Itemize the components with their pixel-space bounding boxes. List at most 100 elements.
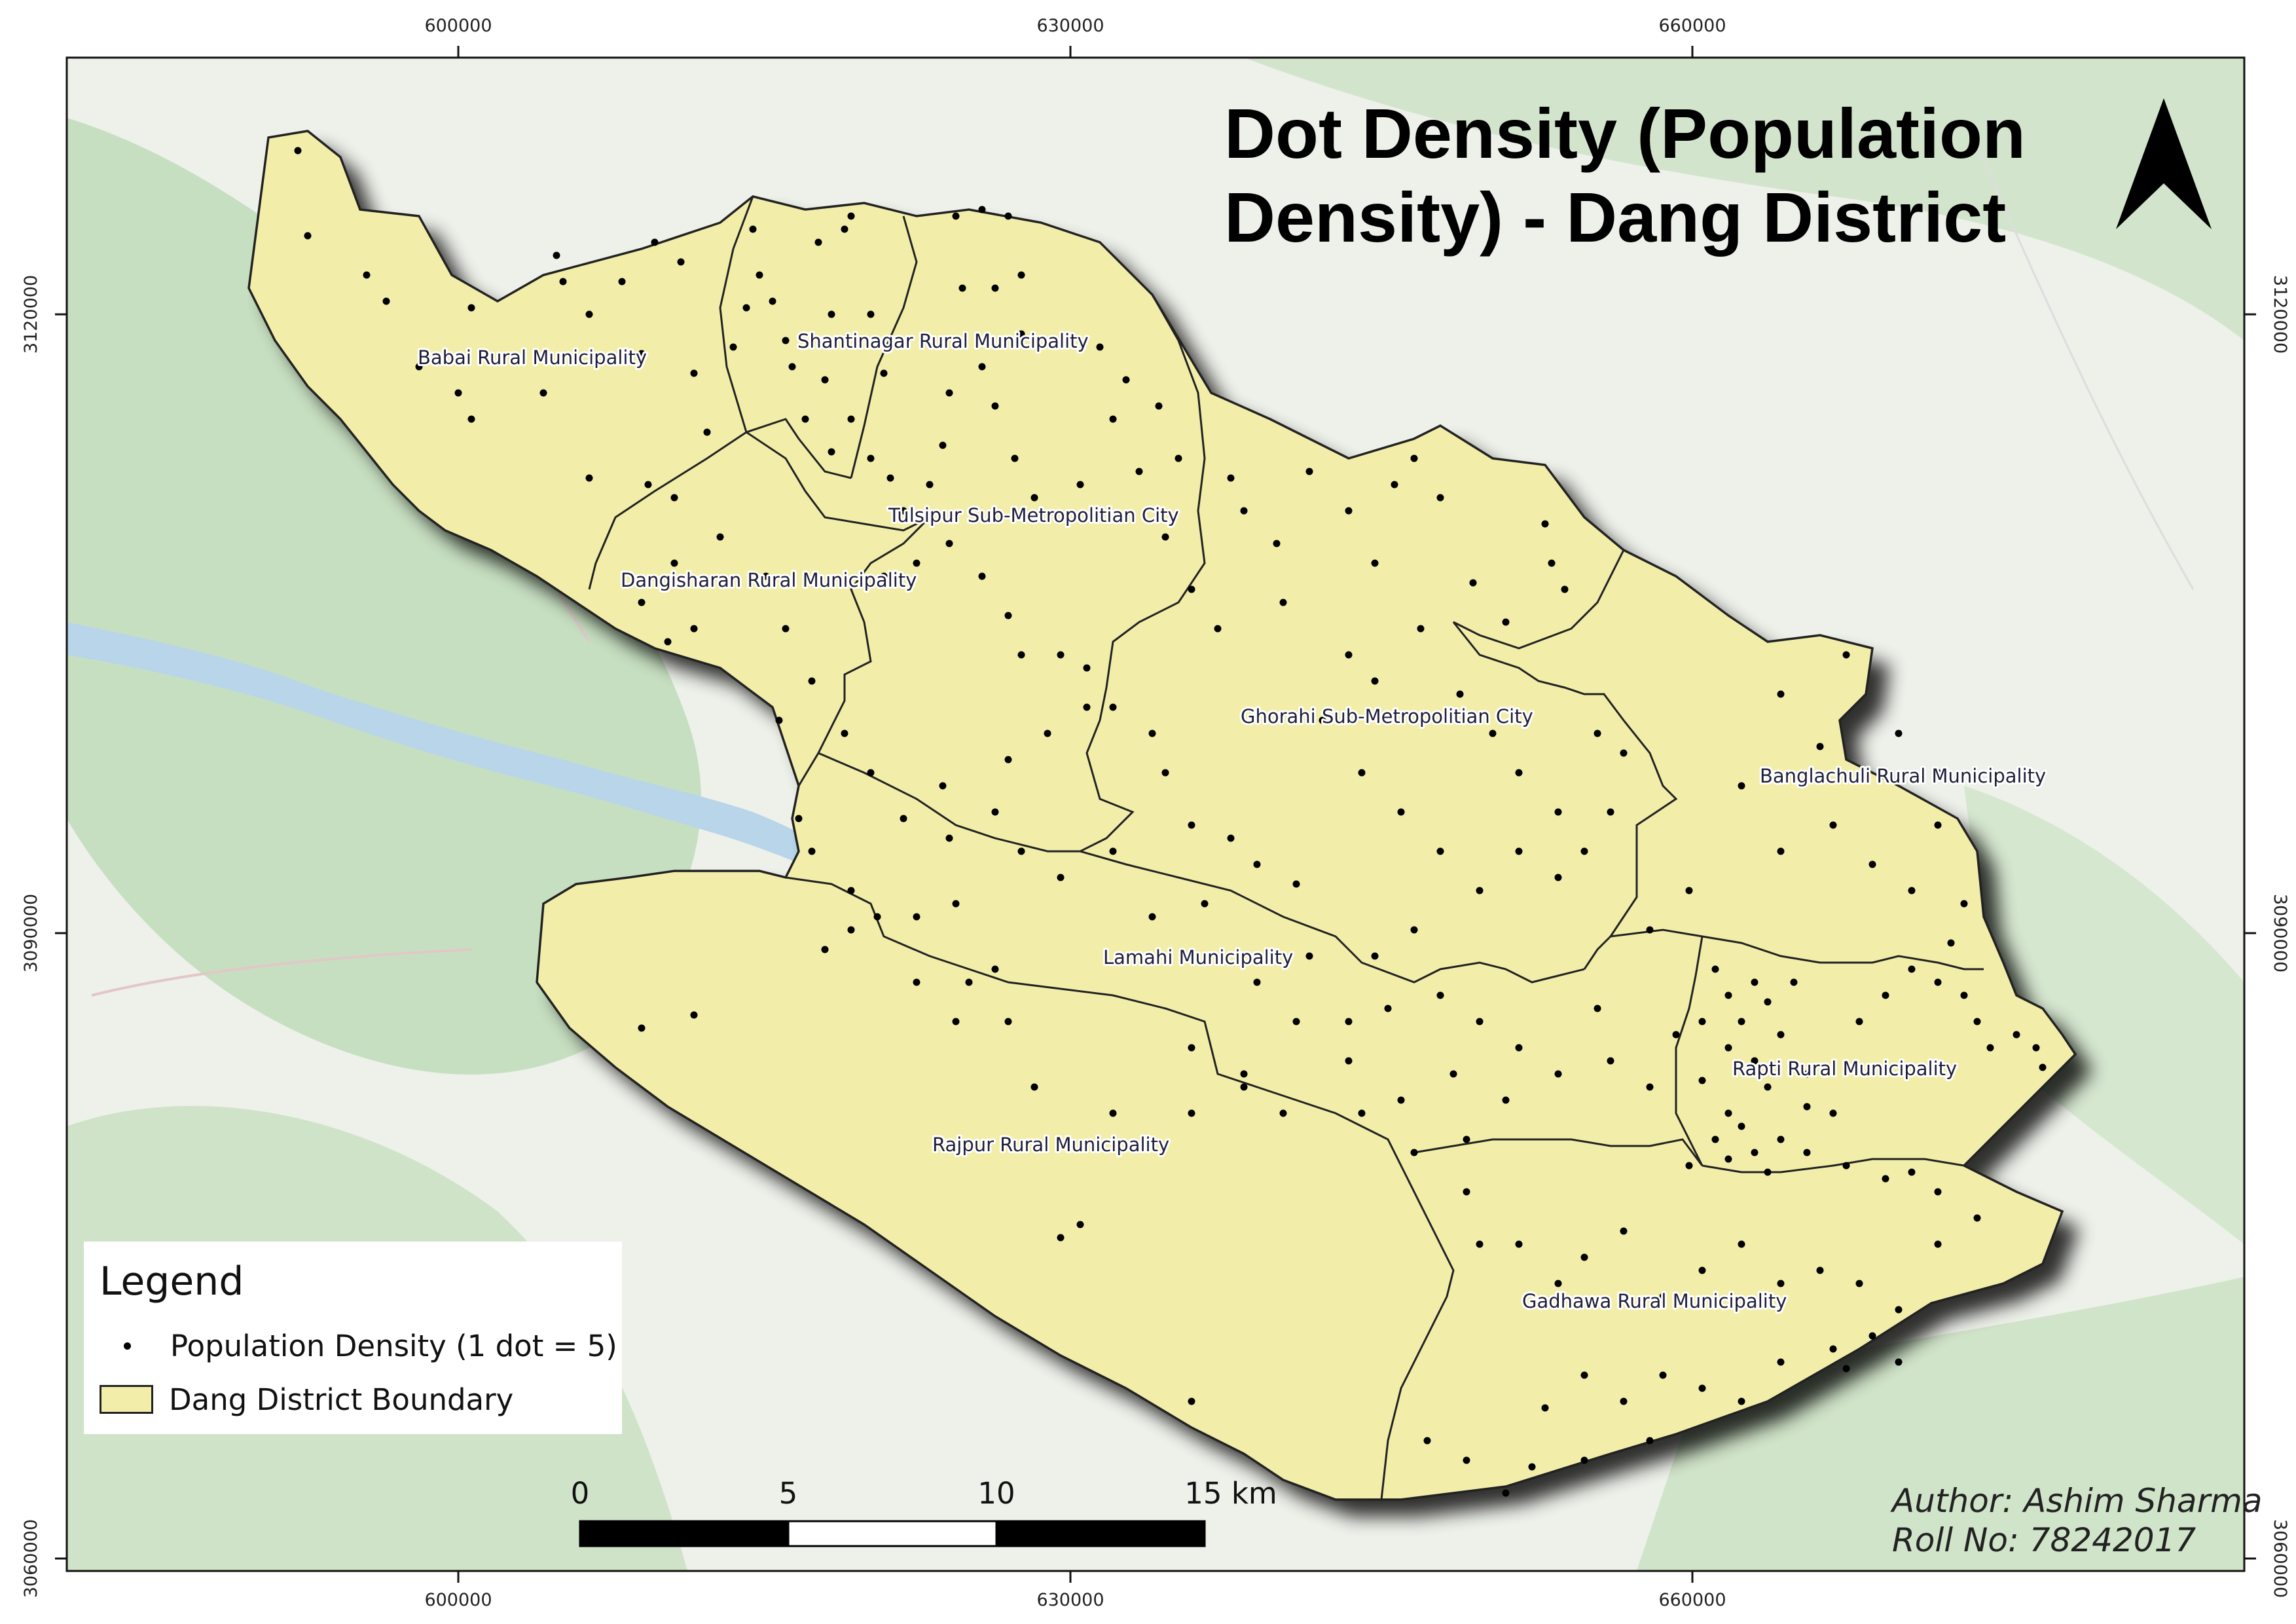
- population-dot: [1463, 1456, 1470, 1464]
- population-dot: [958, 284, 966, 292]
- label-dangisharan: Dangisharan Rural Municipality: [621, 569, 917, 591]
- population-dot: [1554, 1280, 1562, 1287]
- population-dots: [294, 147, 2047, 1497]
- population-dot: [945, 834, 953, 842]
- y-tick-left-3: 3060000: [21, 1519, 41, 1598]
- population-dot: [873, 913, 881, 921]
- population-dot: [939, 441, 947, 449]
- population-dot: [1855, 1018, 1863, 1025]
- population-dot: [867, 310, 875, 318]
- population-dot: [775, 716, 783, 724]
- population-dot: [900, 507, 907, 515]
- population-dot: [847, 926, 855, 934]
- population-dot: [756, 271, 763, 279]
- population-dot: [867, 769, 875, 777]
- population-dot: [1829, 1345, 1837, 1353]
- scale-label-0: 0: [571, 1476, 590, 1511]
- population-dot: [1201, 900, 1209, 908]
- population-dot: [1868, 1332, 1876, 1340]
- population-dot: [1273, 540, 1281, 547]
- population-dot: [1476, 887, 1484, 895]
- population-dot: [1580, 847, 1588, 855]
- map-title: Dot Density (Population Density) - Dang …: [1224, 92, 2128, 259]
- population-dot: [913, 559, 920, 567]
- population-dot: [1764, 1083, 1772, 1091]
- y-tick-left-1: 3120000: [21, 275, 41, 354]
- population-dot: [965, 978, 973, 986]
- population-dot: [814, 238, 822, 246]
- population-dot: [1685, 1162, 1693, 1170]
- population-dot: [1554, 1070, 1562, 1078]
- population-dot: [1345, 507, 1353, 515]
- population-dot: [1410, 926, 1418, 934]
- population-dot: [1253, 860, 1261, 868]
- population-dot: [1456, 690, 1464, 698]
- population-dot: [294, 147, 302, 155]
- population-dot: [1607, 1057, 1614, 1065]
- population-dot: [1541, 1404, 1549, 1412]
- population-dot: [1436, 494, 1444, 502]
- population-dot: [1463, 1188, 1470, 1196]
- population-dot: [1489, 729, 1497, 737]
- population-dot: [716, 533, 724, 541]
- population-dot: [1502, 618, 1510, 626]
- population-dot: [1751, 1149, 1758, 1156]
- legend-item-district-boundary: Dang District Boundary: [100, 1376, 513, 1422]
- population-dot: [1738, 1122, 1745, 1130]
- population-dot: [1417, 625, 1425, 633]
- population-dot: [952, 212, 960, 220]
- population-dot: [913, 978, 920, 986]
- map-title-line1: Dot Density (Population: [1224, 94, 2026, 173]
- population-dot: [1738, 1018, 1745, 1025]
- legend-item-label: Dang District Boundary: [169, 1382, 514, 1417]
- population-dot: [1004, 756, 1012, 764]
- population-dot: [1724, 1109, 1732, 1117]
- population-dot: [1476, 1240, 1484, 1248]
- population-dot: [945, 540, 953, 547]
- population-dot: [1011, 454, 1019, 462]
- population-dot: [638, 350, 646, 358]
- population-dot: [1711, 1135, 1719, 1143]
- population-dot: [847, 415, 855, 423]
- population-dot: [2039, 1063, 2047, 1071]
- map-frame: [65, 56, 2246, 1572]
- population-dot: [1541, 520, 1549, 528]
- population-dot: [1057, 651, 1065, 659]
- population-dot: [749, 225, 757, 233]
- population-dot: [1803, 1103, 1811, 1111]
- coordinate-labels: 600000 630000 660000 600000 630000 66000…: [21, 16, 2290, 1610]
- population-dot: [1017, 651, 1025, 659]
- population-dot: [670, 559, 678, 567]
- population-dot: [690, 369, 698, 377]
- population-dot: [1017, 847, 1025, 855]
- population-dot: [1554, 808, 1562, 816]
- population-dot: [690, 1011, 698, 1019]
- population-dot: [1175, 454, 1182, 462]
- population-dot: [1240, 507, 1248, 515]
- population-dot: [1188, 1109, 1195, 1117]
- population-dot: [1083, 703, 1091, 711]
- dot-icon: [100, 1342, 155, 1350]
- y-tick-right-2: 3090000: [2270, 894, 2290, 972]
- municipality-labels: Babai Rural Municipality Shantinagar Rur…: [416, 328, 2048, 1314]
- population-dot: [415, 363, 423, 371]
- scale-label-10: 10: [977, 1476, 1015, 1511]
- population-dot: [1292, 1018, 1300, 1025]
- population-dot: [1842, 1365, 1850, 1373]
- population-dot: [821, 376, 829, 384]
- population-dot: [1358, 1109, 1366, 1117]
- population-dot: [1279, 599, 1287, 606]
- scale-bar: 0 5 10 15 km: [571, 1476, 1277, 1547]
- population-dot: [1345, 1057, 1353, 1065]
- population-dot: [1659, 1371, 1667, 1379]
- population-dot: [1502, 1096, 1510, 1104]
- population-dot: [1764, 1168, 1772, 1176]
- population-dot: [782, 625, 790, 633]
- population-dot: [1188, 1044, 1195, 1052]
- population-dot: [1724, 991, 1732, 999]
- population-dot: [1777, 1031, 1785, 1039]
- population-dot: [1711, 965, 1719, 973]
- population-dot: [1738, 1240, 1745, 1248]
- population-dot: [1109, 415, 1117, 423]
- population-dot: [1685, 887, 1693, 895]
